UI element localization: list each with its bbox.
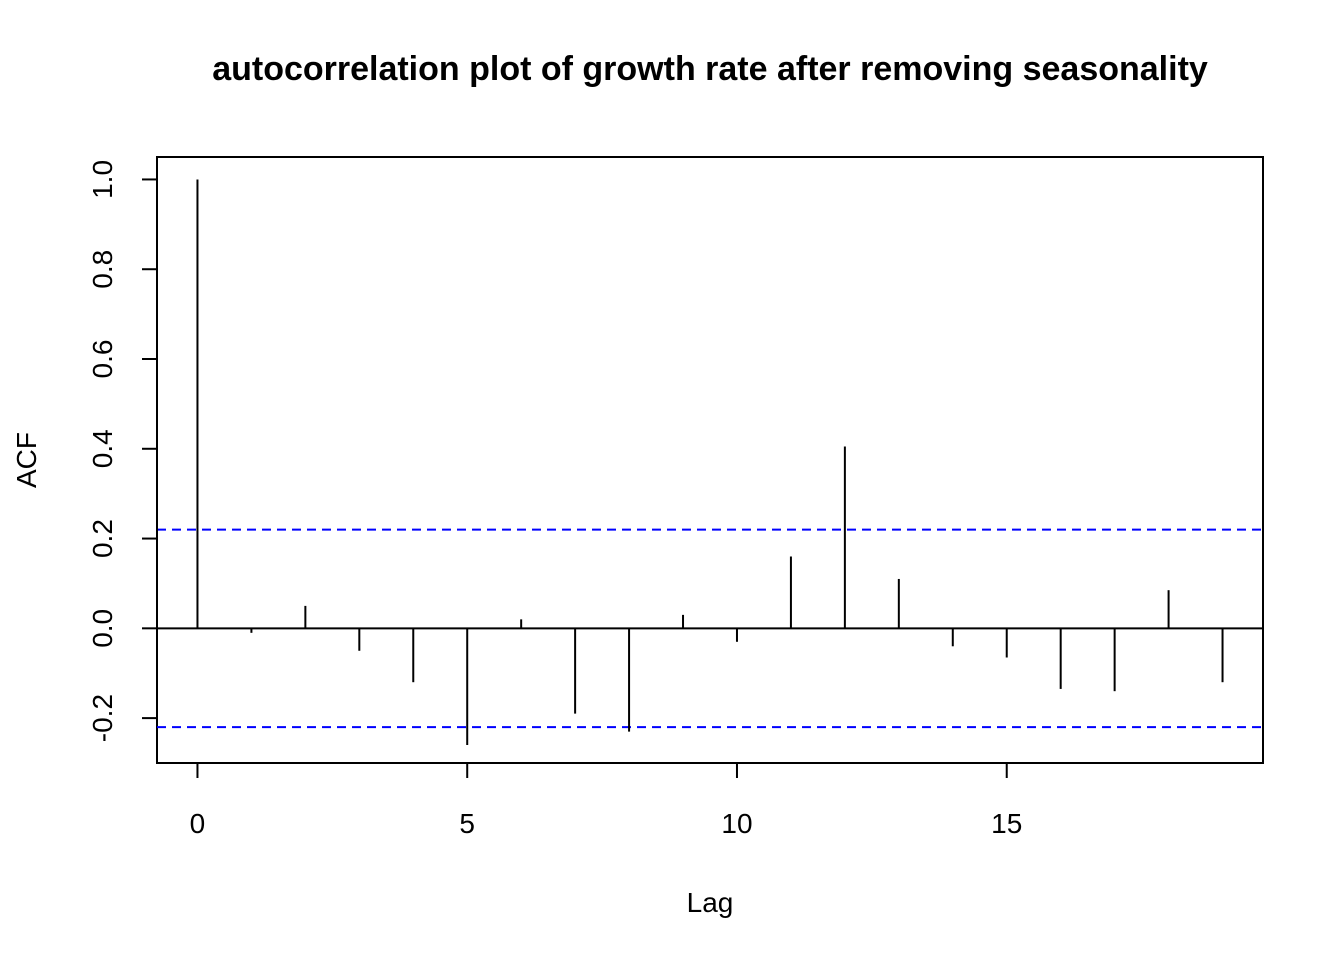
y-tick-label: 0.8 xyxy=(87,250,118,289)
plot-frame xyxy=(156,156,1264,764)
y-tick-label: 0.2 xyxy=(87,519,118,558)
y-tick-label: -0.2 xyxy=(87,694,118,742)
x-axis: 0 5 10 15 xyxy=(190,762,1022,839)
plot-marks xyxy=(157,179,1263,746)
x-tick-label: 5 xyxy=(459,808,475,839)
y-axis-label: ACF xyxy=(11,432,42,488)
y-tick-label: 0.0 xyxy=(87,609,118,648)
y-axis: -0.2 0.0 0.2 0.4 0.6 0.8 1.0 xyxy=(87,160,158,742)
x-tick-label: 10 xyxy=(721,808,752,839)
y-tick-label: 0.6 xyxy=(87,340,118,379)
y-tick-label: 0.4 xyxy=(87,429,118,468)
x-tick-label: 15 xyxy=(991,808,1022,839)
x-axis-label: Lag xyxy=(687,887,734,918)
y-tick-label: 1.0 xyxy=(87,160,118,199)
chart-title: autocorrelation plot of growth rate afte… xyxy=(212,50,1208,88)
x-tick-label: 0 xyxy=(190,808,206,839)
